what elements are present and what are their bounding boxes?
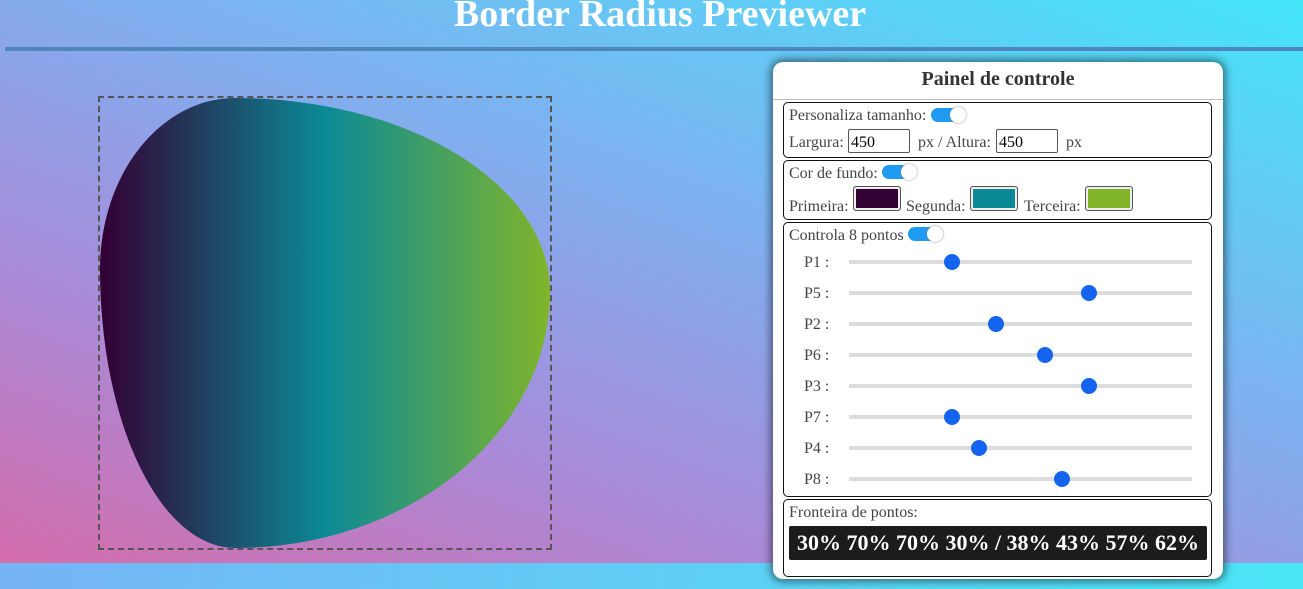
size-toggle[interactable] xyxy=(931,107,966,123)
preview-shape xyxy=(100,98,550,548)
slider-track[interactable] xyxy=(849,471,1192,487)
color-swatch[interactable] xyxy=(1085,186,1133,211)
color-label: Terceira: xyxy=(1024,198,1081,215)
height-label: px / Altura: xyxy=(918,134,991,151)
slider-track[interactable] xyxy=(849,409,1192,425)
panel-rule xyxy=(773,99,1223,100)
slider-thumb[interactable] xyxy=(1081,285,1098,301)
output-label: Fronteira de pontos: xyxy=(789,504,918,521)
points-section: Controla 8 pontos P1 : P5 : P2 : P6 : P3 : P7… xyxy=(783,222,1212,497)
background-toggle[interactable] xyxy=(882,164,917,180)
output-section: Fronteira de pontos: 30% 70% 70% 30% / 3… xyxy=(783,499,1212,577)
slider-thumb[interactable] xyxy=(988,316,1005,332)
slider-label: P6 : xyxy=(804,347,830,364)
slider-label: P4 : xyxy=(804,440,830,457)
color-label: Segunda: xyxy=(906,198,966,215)
border-radius-output: 30% 70% 70% 30% / 38% 43% 57% 62% xyxy=(789,526,1207,560)
slider-label: P3 : xyxy=(804,378,830,395)
page-title: Border Radius Previewer xyxy=(453,0,867,35)
slider-track[interactable] xyxy=(849,316,1192,332)
title-rule xyxy=(5,47,1303,51)
width-label: Largura: xyxy=(789,134,844,151)
slider-thumb[interactable] xyxy=(971,440,988,456)
height-input[interactable]: 450 xyxy=(996,129,1058,153)
background-label: Cor de fundo: xyxy=(789,165,878,182)
slider-track[interactable] xyxy=(849,378,1192,394)
slider-label: P8 : xyxy=(804,471,830,488)
unit-label: px xyxy=(1066,134,1082,151)
color-label: Primeira: xyxy=(789,198,849,215)
slider-track[interactable] xyxy=(849,254,1192,270)
control-panel: Painel de controle Personaliza tamanho: … xyxy=(773,62,1223,579)
slider-track[interactable] xyxy=(849,347,1192,363)
background-section: Cor de fundo: Primeira: Segunda: Terceira: xyxy=(783,160,1212,220)
size-label: Personaliza tamanho: xyxy=(789,107,927,124)
slider-track[interactable] xyxy=(849,285,1192,301)
color-swatch[interactable] xyxy=(970,186,1018,211)
slider-track[interactable] xyxy=(849,440,1192,456)
preview-box xyxy=(98,96,552,550)
color-swatch[interactable] xyxy=(853,186,901,211)
slider-thumb[interactable] xyxy=(943,254,960,270)
slider-thumb[interactable] xyxy=(1036,347,1053,363)
slider-thumb[interactable] xyxy=(1053,471,1070,487)
slider-label: P5 : xyxy=(804,285,830,302)
slider-label: P7 : xyxy=(804,409,830,426)
slider-thumb[interactable] xyxy=(1081,378,1098,394)
width-input[interactable]: 450 xyxy=(848,129,910,153)
slider-thumb[interactable] xyxy=(943,409,960,425)
panel-title: Painel de controle xyxy=(921,68,1075,90)
size-section: Personaliza tamanho: Largura: 450 px / A… xyxy=(783,102,1212,158)
slider-label: P2 : xyxy=(804,316,830,333)
points-toggle[interactable] xyxy=(908,226,943,242)
slider-label: P1 : xyxy=(804,254,830,271)
points-label: Controla 8 pontos xyxy=(789,227,904,244)
